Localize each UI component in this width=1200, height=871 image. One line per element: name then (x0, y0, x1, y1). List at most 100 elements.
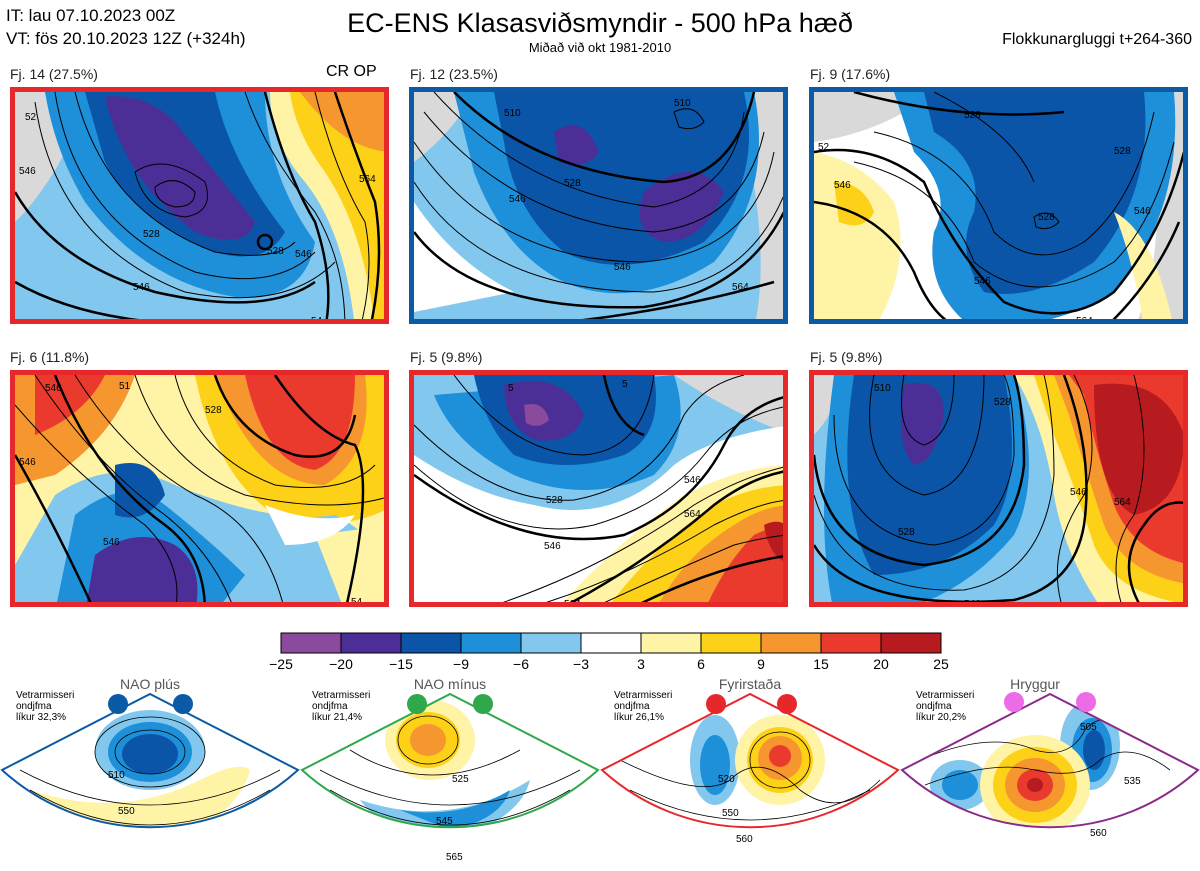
regime-1-meta: Vetrarmisseri ondjfma líkur 32,3% (16, 690, 74, 723)
colorbar-tick-label: −6 (513, 656, 529, 672)
panel-5-contour-label: 564 (684, 509, 701, 520)
regime-3-meta-line: ondjfma (614, 701, 650, 712)
colorbar-tick-label: 20 (873, 656, 889, 672)
colorbar (280, 632, 942, 654)
panel-1-contour-label: 546 (295, 249, 312, 260)
page-title: EC-ENS Klasasviðsmyndir - 500 hPa hæð (347, 8, 853, 38)
initial-time: IT: lau 07.10.2023 00Z (6, 6, 176, 25)
colorbar-tick-label: −20 (329, 656, 353, 672)
colorbar-tick-label: −25 (269, 656, 293, 672)
panel-5-contour-label: 5 (622, 379, 628, 390)
colorbar-tick-label: 25 (933, 656, 949, 672)
panel-1-contour-label: 528 (267, 246, 284, 257)
panel-4-contour-label: 51 (119, 381, 131, 392)
cluster-map-3: 528 528 546 528 546 546 564 582 52 (809, 87, 1188, 324)
panel-3-contour-label: 528 (964, 110, 981, 121)
regime-2-contour-label: 525 (452, 774, 469, 785)
panel-2-contour-label: 564 (584, 318, 601, 324)
regime-1-meta-line: ondjfma (16, 701, 52, 712)
cluster-map-5: 546 528 546 564 564 582 5 5 (409, 370, 788, 607)
panel-3-contour-label: 546 (834, 180, 851, 191)
regime-map-blocking: 520 550 560 (600, 692, 900, 845)
colorbar-cell (280, 632, 342, 654)
regime-4-meta-line: Vetrarmisseri (916, 690, 975, 701)
colorbar-tick-label: 9 (757, 656, 765, 672)
regime-1-title: NAO plús (120, 676, 180, 692)
panel-3-contour-label: 528 (1114, 146, 1131, 157)
regime-1-meta-line: líkur 32,3% (16, 712, 67, 723)
colorbar-cell (640, 632, 702, 654)
panel-2-label: Fj. 12 (23.5%) (410, 66, 498, 82)
regime-2-contour-label: 545 (436, 816, 453, 827)
panel-6-contour-label: 528 (898, 527, 915, 538)
cluster-map-4: 546 528 546 546 51 54 (10, 370, 389, 607)
panel-1-label: Fj. 14 (27.5%) (10, 66, 98, 82)
regime-map-ridge: 505 535 560 (900, 692, 1200, 839)
panel-4-contour-label: 546 (19, 457, 36, 468)
panel-4-contour-label: 546 (103, 537, 120, 548)
regime-4-contour-label: 505 (1080, 722, 1097, 733)
cluster-map-2: 510 510 528 546 546 564 564 (409, 87, 788, 324)
regime-4-contour-label: 535 (1124, 776, 1141, 787)
panel-3-contour-label: 546 (974, 276, 991, 287)
panel-5-contour-label: 582 (722, 603, 739, 607)
regime-2-contour-label: 565 (446, 852, 463, 863)
regime-1-contour-label: 510 (108, 770, 125, 781)
panel-3-contour-label: 564 (1076, 316, 1093, 324)
regime-3-contour-label: 520 (718, 774, 735, 785)
panel-6-contour-label: 528 (994, 397, 1011, 408)
colorbar-cell (700, 632, 762, 654)
regime-3-meta-line: líkur 26,1% (614, 712, 665, 723)
cluster-map-6: 528 528 546 564 546 54 510 (809, 370, 1188, 607)
panel-6-contour-label: 54 (1054, 603, 1066, 607)
panel-5-contour-label: 5 (508, 383, 514, 394)
panel-2-contour-label: 546 (509, 194, 526, 205)
colorbar-tick-label: −15 (389, 656, 413, 672)
regime-3-contour-label: 550 (722, 808, 739, 819)
cluster-map-1: 52 528 528 546 546 546 564 54 (10, 87, 389, 324)
panel-1-contour-label: 546 (19, 166, 36, 177)
panel-1-contour-label: 528 (143, 229, 160, 240)
panel-1-contour-label: 54 (311, 316, 323, 324)
colorbar-tick-label: 3 (637, 656, 645, 672)
panel-2-contour-label: 510 (674, 98, 691, 109)
panel-3-contour-label: 528 (1038, 212, 1055, 223)
panel-5-contour-label: 546 (684, 475, 701, 486)
panel-5-contour-label: 528 (546, 495, 563, 506)
panel-4-label: Fj. 6 (11.8%) (10, 349, 90, 365)
panel-6-contour-label: 546 (1070, 487, 1087, 498)
regime-2-meta-line: ondjfma (312, 701, 348, 712)
regime-2-meta: Vetrarmisseri ondjfma líkur 21,4% (312, 690, 370, 723)
colorbar-cell (400, 632, 462, 654)
colorbar-tick-label: 6 (697, 656, 705, 672)
regime-2-title: NAO mínus (413, 676, 487, 692)
colorbar-cell (580, 632, 642, 654)
classification-window: Flokkunargluggi t+264-360 (1002, 31, 1192, 48)
colorbar-cell (820, 632, 882, 654)
page-subtitle: Miðað við okt 1981-2010 (528, 40, 672, 55)
colorbar-tick-label: −9 (453, 656, 469, 672)
regime-4-title: Hryggur (1010, 676, 1060, 692)
colorbar-cell (340, 632, 402, 654)
header-run-info: IT: lau 07.10.2023 00Z VT: fös 20.10.202… (6, 4, 246, 50)
panel-2-contour-label: 510 (504, 108, 521, 119)
panel-4-contour-label: 54 (351, 597, 363, 607)
regime-2-meta-line: Vetrarmisseri (312, 690, 371, 701)
regime-2-meta-line: líkur 21,4% (312, 712, 363, 723)
panel-1-contour-label: 52 (25, 112, 37, 123)
panel-6-label: Fj. 5 (9.8%) (810, 349, 883, 365)
regime-1-meta-line: Vetrarmisseri (16, 690, 75, 701)
colorbar-cell (880, 632, 942, 654)
colorbar-tick-label: −3 (573, 656, 589, 672)
panel-2-contour-label: 546 (614, 262, 631, 273)
regime-map-nao-minus: 525 545 565 (300, 692, 600, 863)
panel-2-contour-label: 564 (732, 282, 749, 293)
panel-3-contour-label: 582 (1144, 320, 1161, 324)
regime-4-meta-line: ondjfma (916, 701, 952, 712)
panel-1-contour-label: 546 (133, 282, 150, 293)
colorbar-cell (460, 632, 522, 654)
regime-4-contour-label: 560 (1090, 828, 1107, 839)
regime-map-nao-plus: 510 550 (0, 692, 300, 829)
regime-3-title: Fyrirstaða (718, 676, 782, 692)
panel-3-contour-label: 546 (1134, 206, 1151, 217)
